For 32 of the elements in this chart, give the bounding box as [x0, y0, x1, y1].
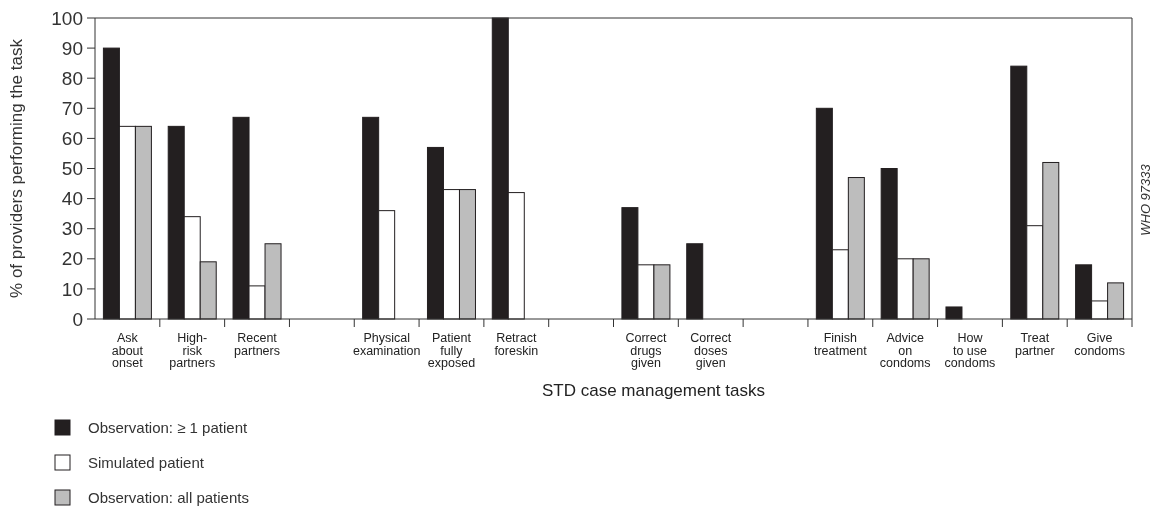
x-tick-label: How to use condoms	[944, 331, 996, 370]
y-tick-label: 50	[61, 158, 83, 180]
y-tick-label: 20	[61, 248, 83, 270]
x-tick-label: Give condoms	[1074, 331, 1125, 358]
legend-label: Simulated patient	[88, 454, 205, 472]
y-tick-label: 100	[51, 7, 83, 29]
y-tick-label: 80	[61, 67, 83, 89]
x-tick-label: Patient fully exposed	[427, 331, 476, 370]
x-tick-label: Physical examination	[352, 331, 421, 358]
legend-label: Observation: all patients	[88, 489, 249, 507]
y-tick-label: 90	[61, 37, 83, 59]
y-axis-title: % of providers performing the task	[7, 38, 26, 298]
x-tick-label: Ask about onset	[111, 331, 144, 370]
y-tick-label: 70	[61, 97, 83, 119]
x-tick-label: Recent partners	[234, 331, 280, 358]
y-tick-label: 30	[61, 218, 83, 240]
x-tick-label: Retract foreskin	[494, 331, 539, 358]
x-tick-label: Treat partner	[1014, 331, 1055, 358]
y-tick-label: 40	[61, 188, 83, 210]
bar	[945, 306, 963, 320]
x-tick-label: Advice on condoms	[879, 331, 931, 370]
bar	[686, 243, 704, 320]
x-tick-label: Correct doses given	[690, 331, 732, 370]
y-tick-label: 0	[72, 308, 83, 330]
x-tick-label: Correct drugs given	[625, 331, 667, 370]
y-tick-label: 60	[61, 128, 83, 150]
text: WHO 97333	[1138, 163, 1153, 236]
x-tick-label: High- risk partners	[169, 331, 216, 370]
y-tick-label: 10	[61, 278, 83, 300]
x-axis-title: STD case management tasks	[542, 381, 765, 400]
legend-label: Observation: ≥ 1 patient	[88, 419, 248, 437]
x-tick-label: Finish treatment	[813, 331, 868, 358]
